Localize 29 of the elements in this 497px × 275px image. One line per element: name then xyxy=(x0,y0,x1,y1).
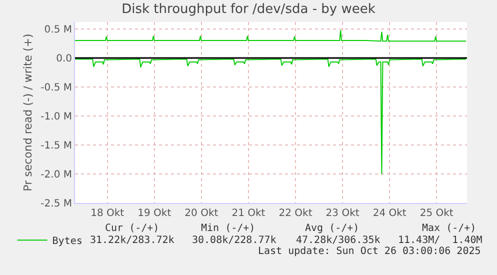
y-tick-label: -2.5 M xyxy=(40,198,72,210)
text: 31.22k/283.72k xyxy=(90,235,174,246)
text: 11.43M/ 1.40M xyxy=(398,235,482,246)
text: Cur (-/+) xyxy=(105,223,160,234)
x-tick-label: 22 Okt xyxy=(278,208,312,219)
line-series xyxy=(75,58,467,174)
chart-title: Disk throughput for /dev/sda - by week xyxy=(122,2,376,18)
y-tick-label: -0.5 M xyxy=(40,82,72,94)
y-tick-label: -2.0 M xyxy=(40,169,72,180)
y-tick-label: 0.5 M xyxy=(44,24,72,36)
x-tick-label: 20 Okt xyxy=(184,208,218,219)
text: Avg (-/+) xyxy=(305,223,360,234)
text: Min (-/+) xyxy=(201,223,256,234)
x-tick-label: 23 Okt xyxy=(326,208,360,219)
x-tick-label: 18 Okt xyxy=(90,208,124,219)
text: 47.28k/306.35k xyxy=(296,235,380,246)
y-tick-label: -1.0 M xyxy=(40,111,72,122)
y-tick-label: -1.5 M xyxy=(40,140,72,152)
line-series xyxy=(75,30,467,42)
y-axis-title: Pr second read (-) / write (+) xyxy=(21,34,34,192)
x-tick-label: 24 Okt xyxy=(372,208,406,219)
y-tick-label: 0.0 xyxy=(56,53,72,64)
legend-label: Bytes xyxy=(52,236,82,248)
text: Max (-/+) xyxy=(422,223,476,234)
text: Last update: Sun Oct 26 03:00:06 2025 xyxy=(258,246,481,257)
x-tick-label: 25 Okt xyxy=(420,208,454,219)
x-tick-label: 19 Okt xyxy=(138,208,172,219)
text: 30.08k/228.77k xyxy=(192,235,276,246)
x-tick-label: 21 Okt xyxy=(232,208,266,219)
